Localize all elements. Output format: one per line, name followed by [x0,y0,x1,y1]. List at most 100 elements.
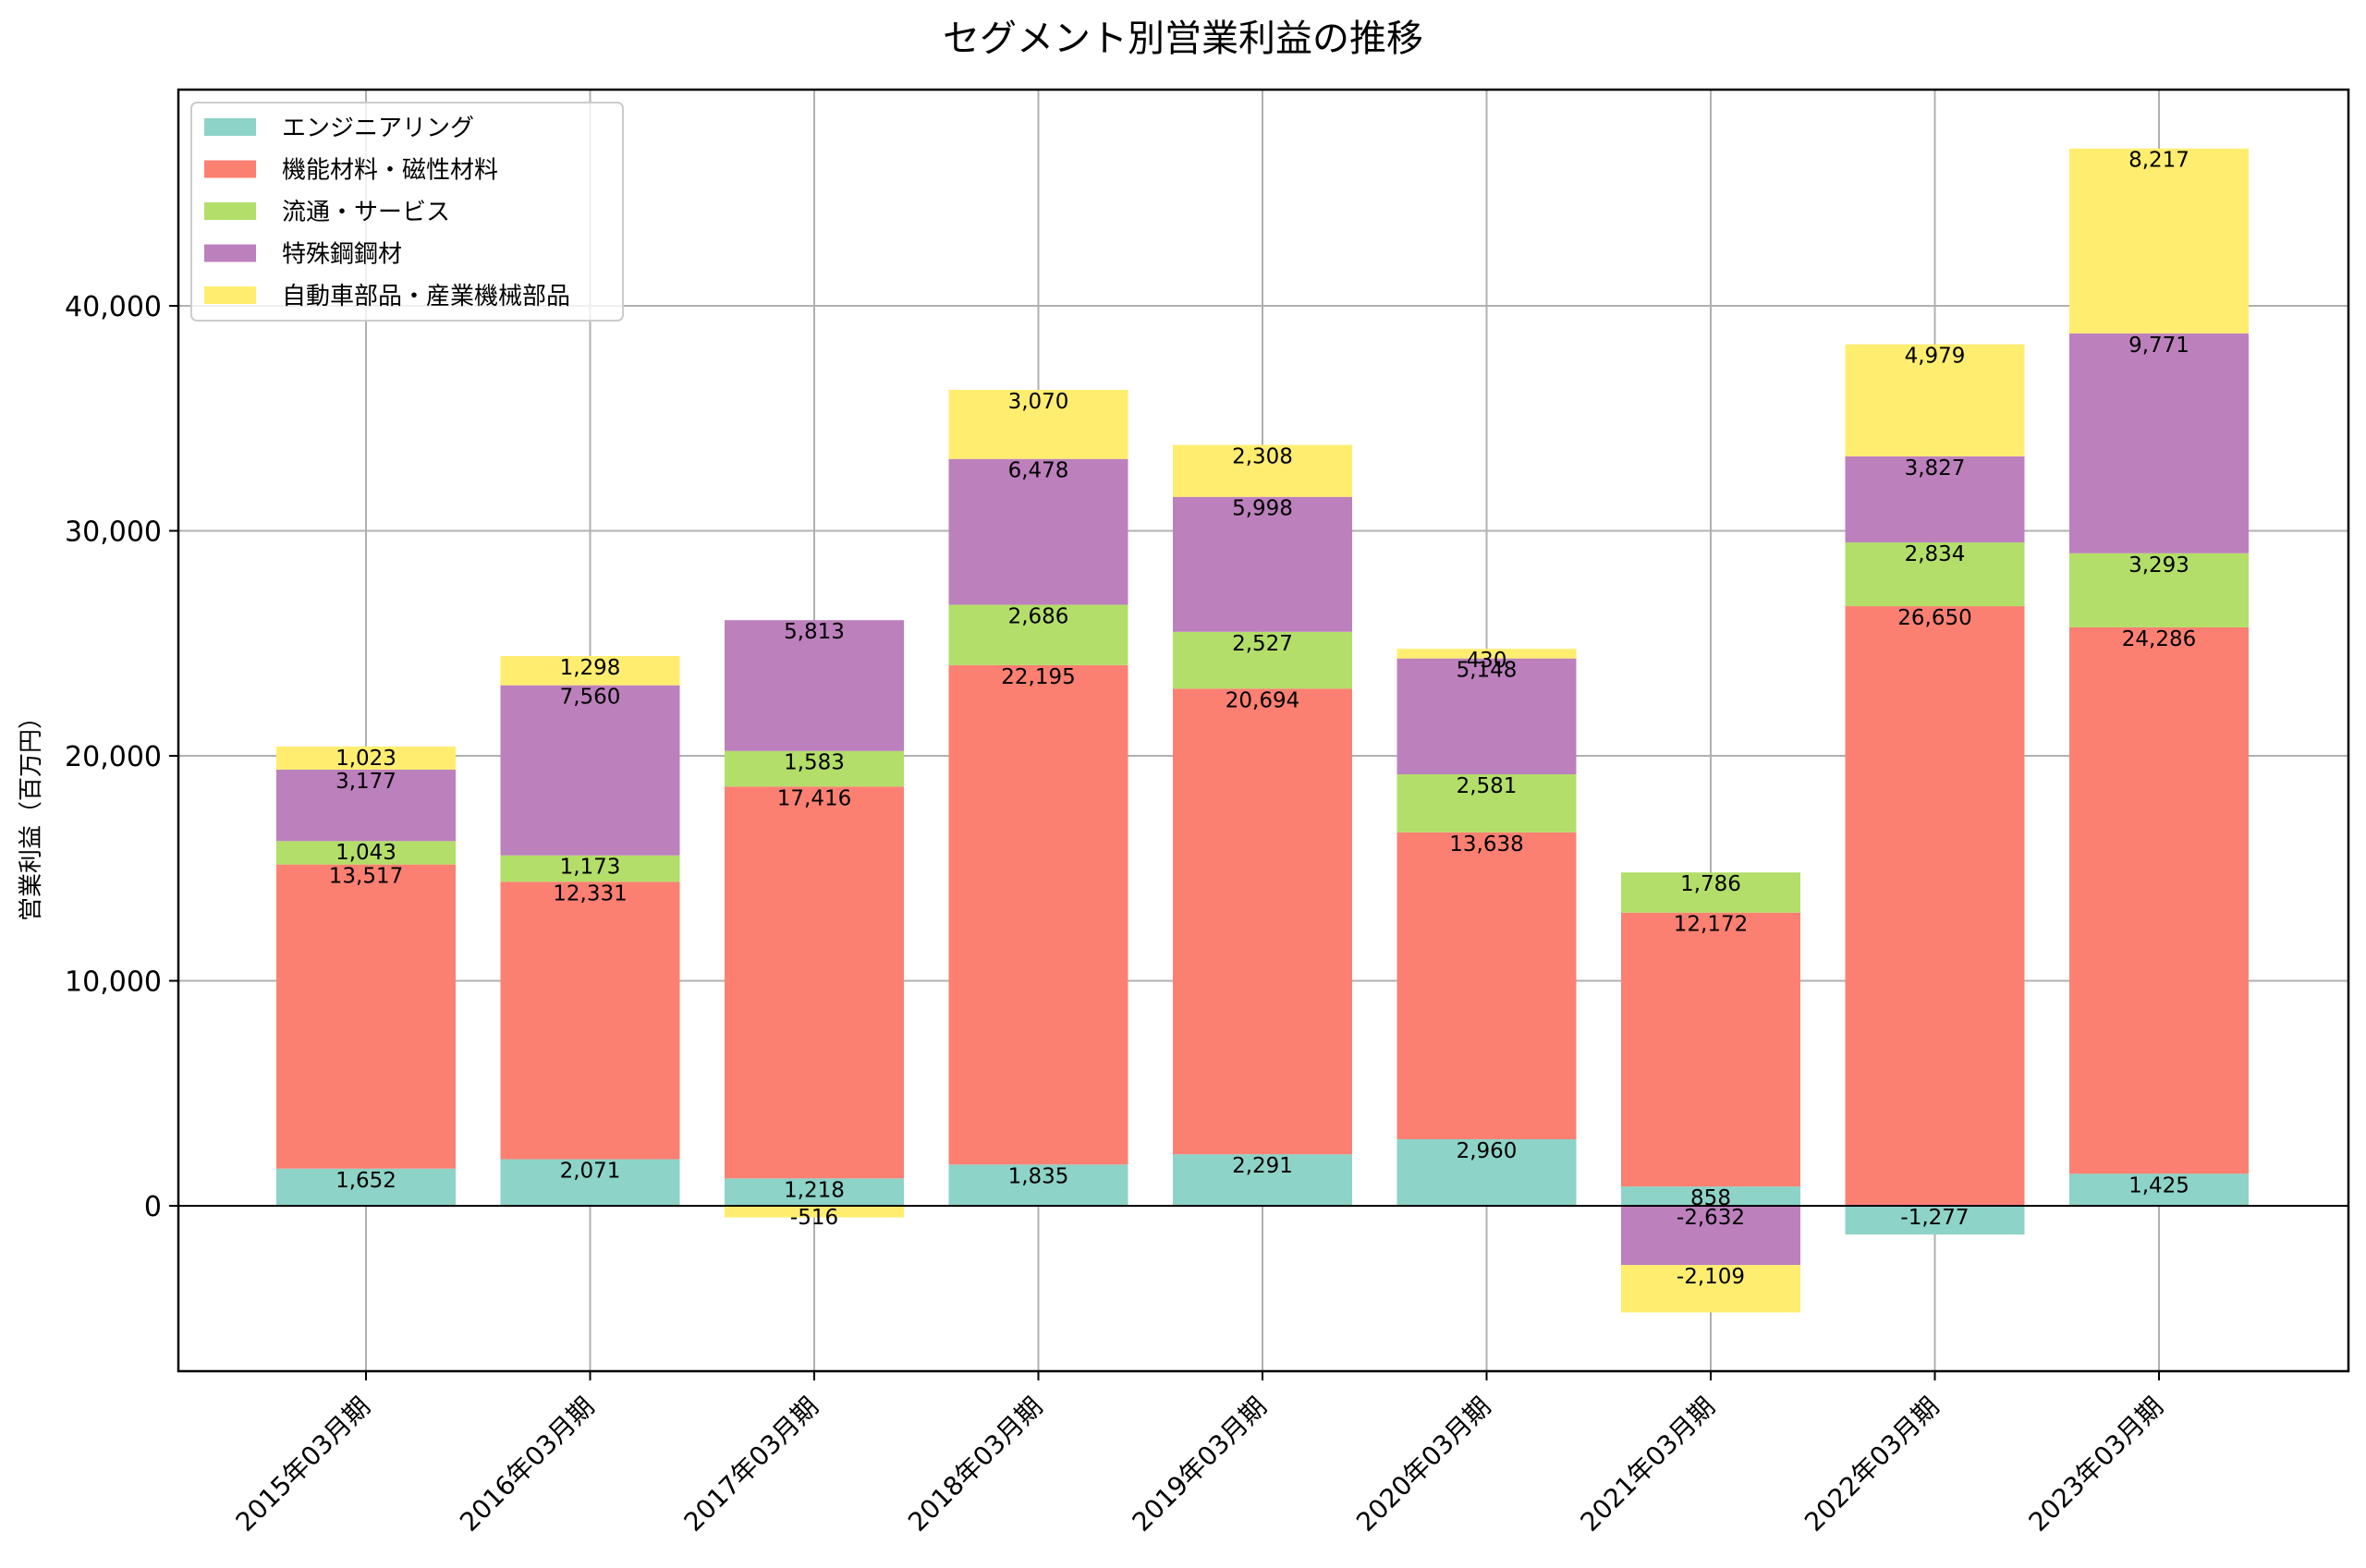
bar-value-label: -1,277 [1900,1206,1969,1230]
bar-value-label: 2,686 [1008,604,1069,628]
bar-value-label: 1,298 [560,656,621,680]
bar-segment [1173,631,1352,689]
bar-value-label: 430 [1467,649,1507,673]
bar-value-label: 2,581 [1457,774,1518,798]
x-tick-label: 2015年03月期 [230,1392,376,1538]
y-axis-label: 営業利益（百万円） [18,705,45,921]
bar-segment [1621,1265,1800,1313]
chart-title: セグメント別営業利益の推移 [943,18,1423,60]
bar-segment [276,864,456,1169]
bar-value-label: 17,416 [777,786,851,810]
bar-segment [1621,912,1800,1187]
bar-value-label: 12,172 [1674,913,1748,937]
bar-segment [725,1178,904,1206]
bar-value-label: 2,960 [1457,1139,1518,1163]
y-tick-label: 20,000 [65,741,162,773]
bar-value-label: 6,478 [1008,459,1069,483]
bar-value-label: 13,638 [1449,833,1523,857]
legend-label: エンジニアリング [282,115,474,142]
y-tick-label: 40,000 [65,291,162,323]
bar-segment [1173,1154,1352,1206]
bar-value-label: 3,293 [2128,553,2189,577]
bar-segment [1621,1206,1800,1266]
bar-segment [276,769,456,842]
bar-segment [500,881,680,1160]
bar-segment [948,604,1128,665]
x-tick-label: 2021年03月期 [1575,1392,1721,1538]
x-tick-label: 2017年03月期 [678,1392,824,1538]
bar-value-label: 8,217 [2128,149,2189,173]
legend-swatch [204,160,256,178]
bar-value-label: 1,023 [335,747,396,771]
bar-segment [2069,148,2249,334]
bar-segment [2069,333,2249,553]
bar-segment [725,1206,904,1218]
bar-value-label: -516 [790,1206,838,1230]
bar-value-label: 3,827 [1905,456,1966,480]
legend-label: 自動車部品・産業機械部品 [282,283,570,310]
legend-box [190,102,624,322]
legend-label: 流通・サービス [282,199,450,226]
legend-swatch [204,118,256,136]
bar-segment [948,664,1128,1165]
bar-value-label: 9,771 [2128,334,2189,358]
bar-segment [1845,344,2025,456]
bar-segment [948,1164,1128,1206]
bar-segment [276,746,456,770]
x-tick-label: 2020年03月期 [1350,1392,1496,1538]
bar-value-label: 5,148 [1457,659,1518,683]
bar-segment [2069,626,2249,1174]
bar-value-label: 2,834 [1905,542,1966,566]
bar-value-label: 26,650 [1897,606,1971,630]
bar-segment [948,389,1128,459]
bar-value-label: 2,308 [1232,445,1293,469]
bar-segment [1173,444,1352,497]
bar-segment [1396,658,1577,774]
bar-value-label: 22,195 [1001,665,1075,689]
x-tick-label: 2016年03月期 [454,1392,600,1538]
bar-value-label: -2,109 [1677,1265,1745,1289]
legend-swatch [204,244,256,262]
bar-segment [1845,456,2025,543]
bar-segment [1173,688,1352,1155]
y-tick-label: 0 [144,1191,162,1223]
bar-value-label: 5,813 [784,620,845,644]
bar-value-label: 5,998 [1232,497,1293,521]
bar-segment [1396,832,1577,1139]
bar-value-label: 1,425 [2128,1173,2189,1197]
bar-value-label: 2,527 [1232,632,1293,656]
bar-segment [725,786,904,1179]
bars [276,148,2249,1313]
x-tick-label: 2022年03月期 [1799,1392,1945,1538]
bar-segment [500,1159,680,1206]
bar-value-label: 858 [1690,1186,1731,1210]
bar-segment [1845,1206,2025,1235]
legend-label: 機能材料・磁性材料 [282,157,498,185]
bar-segment [1396,1138,1577,1206]
bar-value-label: 13,517 [329,865,403,889]
legend: エンジニアリング機能材料・磁性材料流通・サービス特殊鋼鋼材自動車部品・産業機械部… [190,102,624,322]
bar-value-label: 12,331 [553,881,627,906]
bar-value-label: 4,979 [1905,345,1966,369]
x-tick-label: 2018年03月期 [902,1392,1048,1538]
bar-value-label: 1,652 [335,1169,396,1193]
bar-value-label: 20,694 [1226,688,1299,712]
bar-segment [1621,872,1800,913]
bar-segment [2069,553,2249,627]
bar-segment [2069,1173,2249,1206]
bar-segment [1845,542,2025,607]
bar-value-label: 1,173 [560,856,621,880]
bar-value-label: -2,632 [1677,1206,1745,1230]
bar-segment [1621,1186,1800,1206]
bar-value-label: 1,218 [784,1178,845,1202]
bar-value-label: 1,043 [335,841,396,865]
legend-swatch [204,286,256,304]
bar-value-label: 2,071 [560,1160,621,1184]
legend-swatch [204,202,256,220]
bar-value-label: 3,177 [335,770,396,794]
bar-value-label: 24,286 [2122,627,2196,651]
y-tick-label: 30,000 [65,517,162,549]
bar-value-label: 2,291 [1232,1154,1293,1178]
